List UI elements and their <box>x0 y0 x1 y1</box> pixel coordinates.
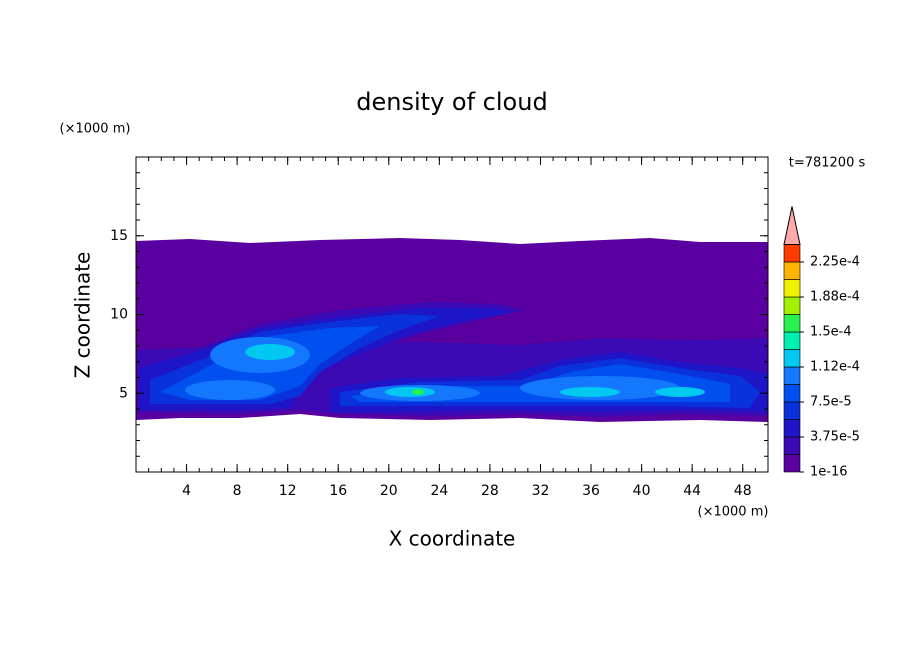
x-tick-label: 44 <box>683 483 701 499</box>
colorbar-swatch <box>783 401 801 420</box>
x-tick-label: 4 <box>182 483 191 499</box>
chart-title: density of cloud <box>356 88 547 116</box>
x-tick-label: 36 <box>582 483 600 499</box>
y-tick-label: 5 <box>119 385 128 401</box>
colorbar-swatch <box>783 436 801 455</box>
colorbar-extend <box>783 206 801 245</box>
x-tick-label: 40 <box>633 483 651 499</box>
x-tick-label: 8 <box>233 483 242 499</box>
x-tick-label: 32 <box>532 483 550 499</box>
contour-region <box>245 344 295 360</box>
colorbar-tick-label: 3.75e-5 <box>810 430 860 445</box>
colorbar-swatch <box>783 419 801 438</box>
x-tick-label: 24 <box>430 483 448 499</box>
colorbar-tick-label: 2.25e-4 <box>810 255 860 270</box>
x-tick-label: 28 <box>481 483 499 499</box>
y-tick-label: 10 <box>110 307 128 323</box>
colorbar-swatch <box>783 349 801 368</box>
x-tick-label: 12 <box>279 483 297 499</box>
contour-field <box>136 238 768 422</box>
x-tick-label: 20 <box>380 483 398 499</box>
colorbar-tick-label: 7.5e-5 <box>810 395 852 410</box>
contour-region <box>185 380 275 400</box>
colorbar-tick-label: 1e-16 <box>810 465 848 480</box>
y-unit: (×1000 m) <box>60 122 131 137</box>
contour-region <box>412 389 424 395</box>
x-tick-label: 16 <box>329 483 347 499</box>
colorbar-swatch <box>783 314 801 333</box>
colorbar-swatch <box>783 366 801 385</box>
colorbar-swatch <box>783 384 801 403</box>
colorbar-swatch <box>783 279 801 298</box>
contour-region <box>560 387 620 397</box>
colorbar-tick-label: 1.5e-4 <box>810 325 852 340</box>
colorbar-tick-label: 1.88e-4 <box>810 290 860 305</box>
contour-region <box>385 387 435 397</box>
colorbar-tick-label: 1.12e-4 <box>810 360 860 375</box>
colorbar-swatch <box>783 454 801 473</box>
colorbar-swatch <box>783 261 801 280</box>
y-tick-label: 15 <box>110 228 128 244</box>
contour-region <box>655 387 705 397</box>
x-unit: (×1000 m) <box>698 505 769 520</box>
colorbar-swatch <box>783 296 801 315</box>
colorbar-swatch <box>783 244 801 263</box>
x-axis-label: X coordinate <box>389 527 516 551</box>
x-tick-label: 48 <box>734 483 752 499</box>
colorbar-swatch <box>783 331 801 350</box>
time-label: t=781200 s <box>789 156 866 171</box>
y-axis-label: Z coordinate <box>71 252 95 379</box>
colorbar: 1e-16 3.75e-5 7.5e-5 1.12e-4 1.5e-4 1.88e-4 2.… <box>783 206 860 480</box>
